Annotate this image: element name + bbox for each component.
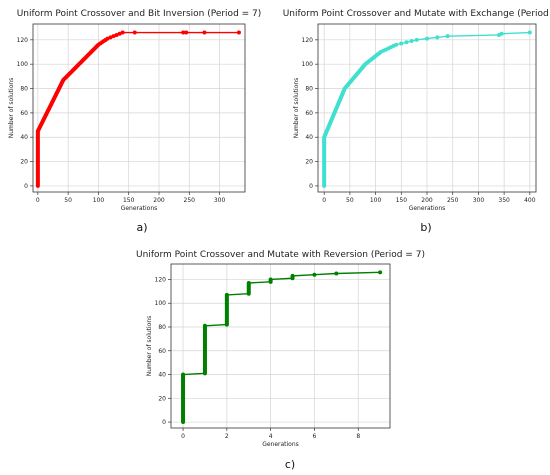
plot-frame xyxy=(32,23,246,193)
data-point xyxy=(236,30,241,35)
panel-label: b) xyxy=(420,221,431,234)
data-point xyxy=(114,32,119,37)
x-tick-label: 250 xyxy=(184,197,196,204)
y-tick-label: 0 xyxy=(162,419,166,426)
data-point xyxy=(499,31,504,36)
x-tick-label: 0 xyxy=(322,197,326,204)
data-point xyxy=(111,34,116,39)
y-tick-label: 40 xyxy=(305,134,313,141)
data-point xyxy=(117,31,122,36)
data-point xyxy=(246,281,251,286)
y-tick-label: 0 xyxy=(309,183,313,190)
data-point xyxy=(181,372,186,377)
x-axis-label: Generations xyxy=(121,205,158,212)
x-tick-label: 8 xyxy=(356,433,360,440)
y-tick-label: 80 xyxy=(305,86,313,93)
y-tick-label: 100 xyxy=(155,300,167,307)
y-tick-label: 60 xyxy=(158,348,166,355)
y-tick-label: 80 xyxy=(158,324,166,331)
data-point xyxy=(378,270,383,275)
y-tick-label: 120 xyxy=(155,276,167,283)
data-point xyxy=(527,30,532,35)
y-tick-label: 100 xyxy=(302,61,314,68)
y-axis-label: Number of solutions xyxy=(8,78,15,139)
plot-frame xyxy=(170,263,391,429)
x-tick-label: 100 xyxy=(370,197,382,204)
data-point xyxy=(399,41,404,46)
y-tick-label: 60 xyxy=(20,110,28,117)
series-line xyxy=(182,271,381,423)
y-tick-label: 20 xyxy=(158,395,166,402)
data-point xyxy=(334,271,339,276)
data-point xyxy=(409,39,414,44)
data-point xyxy=(445,34,450,39)
x-tick-label: 350 xyxy=(498,197,510,204)
x-tick-label: 2 xyxy=(225,433,229,440)
x-axis-label: Generations xyxy=(262,441,299,448)
x-tick-label: 200 xyxy=(421,197,433,204)
y-tick-label: 60 xyxy=(305,110,313,117)
x-tick-label: 6 xyxy=(313,433,317,440)
data-point xyxy=(181,30,186,35)
data-point xyxy=(435,35,440,40)
x-tick-label: 4 xyxy=(269,433,273,440)
chart-panel-b: 0 50 100 150 200 250 300 350 400 0 20 40 60 80 100 120 U… xyxy=(283,9,550,234)
data-point xyxy=(312,272,317,277)
data-point xyxy=(414,37,419,42)
data-point xyxy=(105,36,110,41)
x-tick-label: 0 xyxy=(181,433,185,440)
chart-title: Uniform Point Crossover and Bit Inversio… xyxy=(17,9,262,19)
y-axis-label: Number of solutions xyxy=(146,316,153,377)
data-point xyxy=(425,36,429,41)
y-tick-label: 40 xyxy=(158,372,166,379)
x-tick-label: 300 xyxy=(473,197,485,204)
data-point xyxy=(394,42,399,47)
y-tick-label: 120 xyxy=(302,37,314,44)
data-point xyxy=(184,30,189,35)
x-tick-label: 200 xyxy=(153,197,165,204)
x-tick-label: 50 xyxy=(64,197,72,204)
x-tick-label: 150 xyxy=(123,197,135,204)
chart-title: Uniform Point Crossover and Mutate with … xyxy=(136,250,425,260)
y-tick-label: 100 xyxy=(17,61,29,68)
data-point xyxy=(202,30,207,35)
chart-panel-a: 0 50 100 150 200 250 300 0 20 40 60 80 100 120 Uniform… xyxy=(8,9,261,234)
data-point xyxy=(108,35,113,40)
y-axis-label: Number of solutions xyxy=(293,78,300,139)
panel-label: a) xyxy=(136,221,147,234)
y-tick-label: 120 xyxy=(17,37,29,44)
y-tick-label: 0 xyxy=(24,183,28,190)
x-axis-label: Generations xyxy=(409,205,446,212)
data-point xyxy=(404,40,409,45)
x-tick-label: 50 xyxy=(346,197,354,204)
x-tick-label: 300 xyxy=(214,197,226,204)
y-tick-label: 20 xyxy=(305,159,313,166)
x-tick-label: 400 xyxy=(524,197,536,204)
data-point xyxy=(120,30,125,35)
data-point xyxy=(132,30,137,35)
data-point xyxy=(202,323,207,328)
data-point xyxy=(268,277,273,282)
y-tick-label: 80 xyxy=(20,86,28,93)
data-point xyxy=(224,292,229,297)
data-point xyxy=(290,273,295,278)
x-tick-label: 150 xyxy=(396,197,408,204)
y-tick-label: 20 xyxy=(20,159,28,166)
x-tick-label: 0 xyxy=(36,197,40,204)
y-tick-label: 40 xyxy=(20,134,28,141)
panel-label: c) xyxy=(285,458,295,471)
chart-title: Uniform Point Crossover and Mutate with … xyxy=(283,9,550,19)
x-tick-label: 250 xyxy=(447,197,459,204)
x-tick-label: 100 xyxy=(93,197,105,204)
